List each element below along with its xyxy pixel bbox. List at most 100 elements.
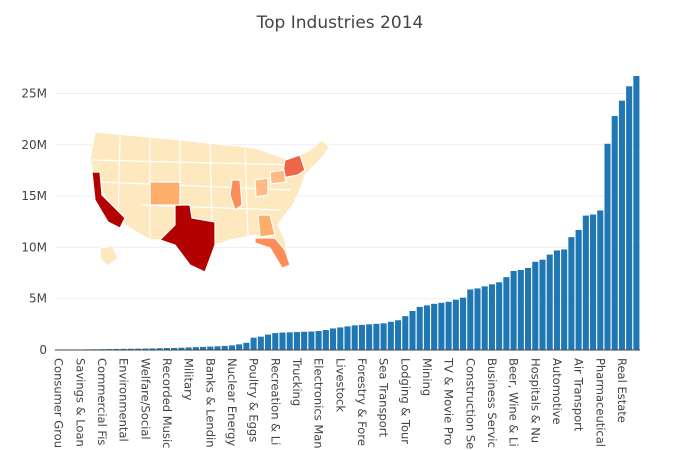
x-tick-label: Mining	[420, 358, 434, 396]
x-tick-label: Real Estate	[615, 358, 629, 423]
bar	[582, 215, 589, 350]
bar	[171, 347, 178, 350]
x-tick-label: Lodging & Tour	[398, 358, 412, 444]
map-state	[149, 181, 181, 206]
bar	[337, 327, 344, 350]
bar	[431, 303, 438, 350]
bar	[423, 305, 430, 350]
x-tick-label: Beer, Wine & Li	[507, 358, 521, 447]
bar	[358, 324, 365, 350]
x-tick-label: Air Transport	[572, 358, 586, 432]
map-state	[158, 204, 216, 273]
bar	[611, 116, 618, 351]
bar	[330, 328, 337, 350]
bar	[481, 286, 488, 350]
bar	[163, 348, 170, 350]
bar	[409, 311, 416, 350]
x-tick-label: Automotive	[550, 358, 564, 425]
map-border	[139, 204, 281, 211]
x-tick-label: Environmental	[117, 358, 131, 442]
bar	[496, 282, 503, 350]
map-state	[257, 214, 276, 238]
bar	[395, 320, 402, 350]
x-tick-label: Hospitals & Nu	[528, 358, 542, 443]
y-tick-label: 15M	[21, 189, 47, 203]
x-tick-label: Consumer Grou	[52, 358, 66, 448]
bar	[553, 250, 560, 350]
x-tick-label: Pharmaceutical	[593, 358, 607, 447]
x-tick-label: Business Servic	[485, 358, 499, 448]
bar	[561, 249, 568, 350]
y-tick-label: 0	[39, 343, 47, 357]
bar	[618, 100, 625, 350]
bar	[590, 214, 597, 350]
bar	[113, 348, 120, 350]
map-state	[254, 237, 291, 269]
x-tick-label: Recreation & Li	[268, 358, 282, 445]
x-tick-label: Commercial Fis	[95, 358, 109, 445]
x-tick-label: Forestry & Fore	[355, 358, 369, 446]
bar	[416, 306, 423, 350]
bar	[539, 259, 546, 350]
bar	[373, 323, 380, 350]
map-state	[254, 177, 269, 198]
bar	[546, 254, 553, 350]
bar	[308, 331, 315, 350]
x-tick-label: Poultry & Eggs	[247, 358, 261, 442]
bar	[474, 288, 481, 350]
bar	[366, 324, 373, 350]
map-border	[209, 142, 213, 223]
bar	[228, 345, 235, 350]
bar	[127, 348, 134, 350]
bar	[510, 270, 517, 350]
bar	[438, 302, 445, 350]
x-tick-label: Savings & Loan	[73, 358, 87, 447]
bar	[221, 345, 228, 350]
bar	[207, 346, 214, 350]
bar	[626, 86, 633, 350]
x-tick-label: Construction Se	[463, 358, 477, 449]
map-state	[99, 245, 119, 267]
map-border	[91, 159, 301, 166]
bar	[467, 289, 474, 350]
map-border	[117, 135, 121, 226]
bar	[568, 237, 575, 350]
bar	[250, 337, 257, 350]
bar	[135, 348, 142, 350]
bar	[120, 348, 127, 350]
plot-area: 0 5M 10M 15M 20M 25M Consumer Grou Savings & Lo…	[21, 76, 640, 449]
bar	[315, 331, 322, 350]
bar	[214, 346, 221, 350]
bar	[488, 284, 495, 350]
x-tick-label: TV & Movie Pro	[442, 357, 456, 445]
bar	[142, 348, 149, 350]
bar	[380, 323, 387, 350]
bar	[452, 299, 459, 350]
bar	[236, 344, 243, 350]
bar	[445, 301, 452, 350]
bar	[272, 333, 279, 350]
bar	[503, 277, 510, 350]
x-tick-label: Recorded Music	[160, 358, 174, 448]
y-tick-label: 20M	[21, 138, 47, 152]
bar	[344, 326, 351, 350]
bar	[604, 143, 611, 350]
bar	[178, 347, 185, 350]
map-state	[91, 171, 126, 229]
bar	[597, 210, 604, 350]
y-tick-label: 25M	[21, 86, 47, 100]
bar	[351, 325, 358, 350]
x-tick-label: Banks & Lendin	[203, 358, 217, 448]
x-tick-label: Welfare/Social	[138, 358, 152, 440]
bar	[279, 332, 286, 350]
bar	[387, 321, 394, 350]
bar	[149, 348, 156, 350]
map-border	[244, 149, 249, 236]
bar	[265, 334, 272, 350]
bar	[460, 297, 467, 350]
bar	[156, 348, 163, 350]
x-tick-label: Trucking	[290, 357, 304, 406]
map-state	[269, 169, 287, 185]
y-tick-label: 10M	[21, 240, 47, 254]
